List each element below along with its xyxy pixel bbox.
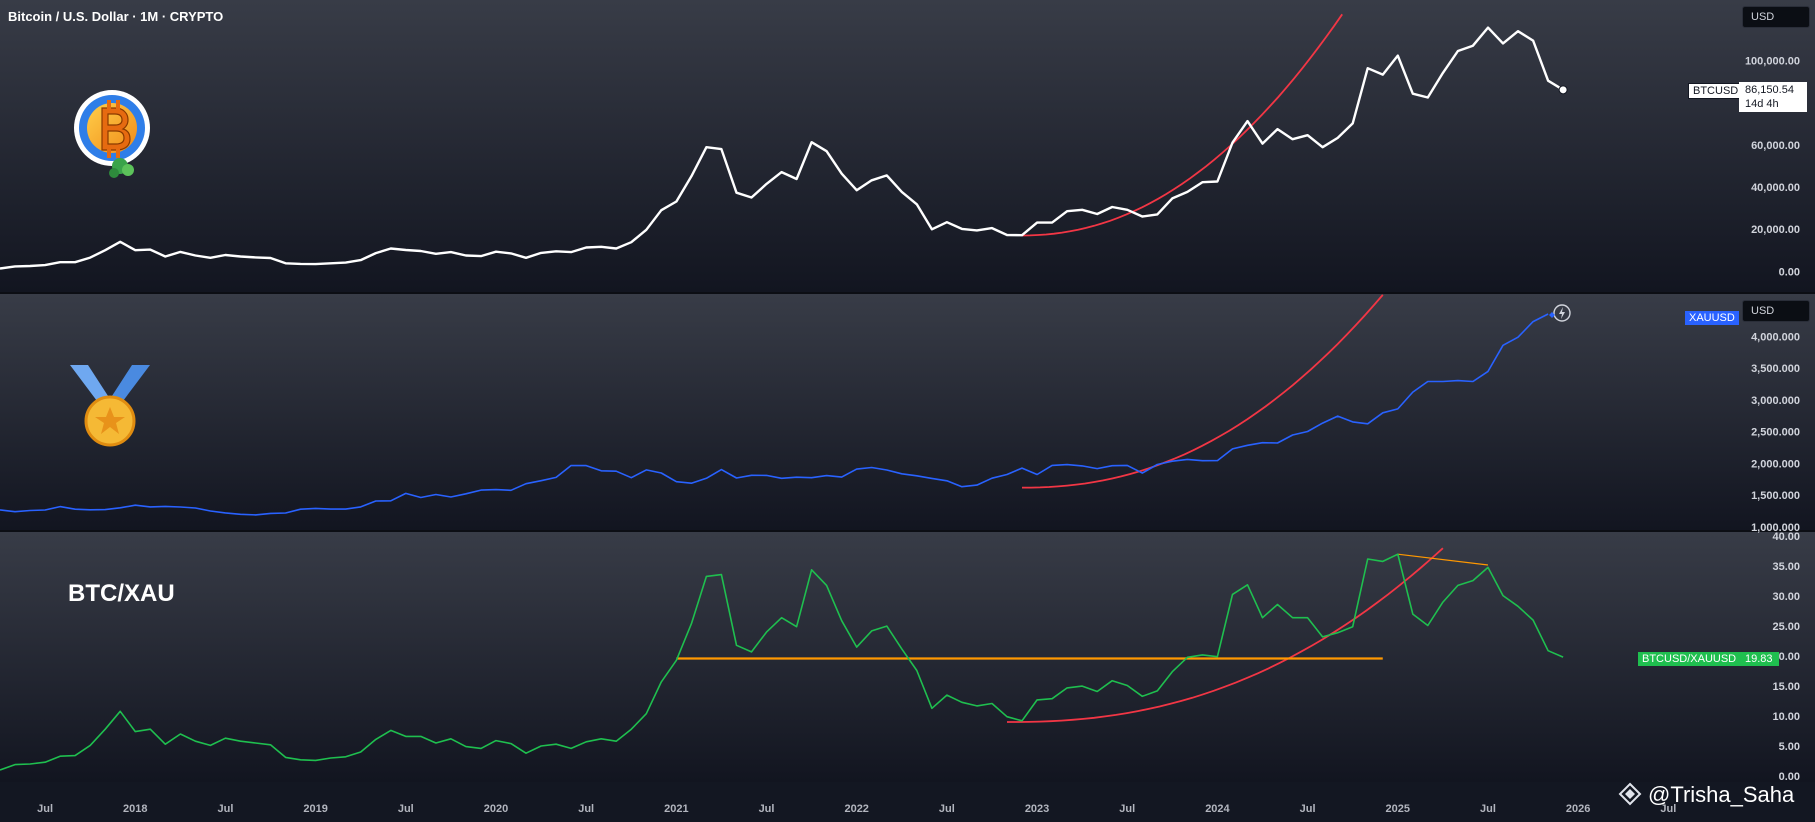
btc-symbol-tag: BTCUSD [1688,83,1744,99]
y-tick-label: 20.00 [1772,651,1800,663]
y-tick-label: 35.00 [1772,561,1800,573]
last-price-dot [1558,85,1568,95]
pane-btc [0,0,1815,292]
y-tick-label: 60,000.00 [1751,140,1800,152]
trend-curve[interactable] [1022,294,1384,489]
watermark-text: @Trisha_Saha [1648,782,1795,807]
series-line-btcusd-xauusd[interactable] [0,553,1564,771]
x-tick-label: 2018 [123,803,147,815]
y-tick-label: 1,500.000 [1751,490,1800,502]
x-tick-label: Jul [1300,803,1316,815]
x-tick-label: Jul [217,803,233,815]
y-tick-label: 40,000.00 [1751,182,1800,194]
y-tick-label: 2,000.000 [1751,458,1800,470]
y-tick-label: 10.00 [1772,711,1800,723]
x-tick-label: Jul [578,803,594,815]
y-tick-label: 3,000.000 [1751,395,1800,407]
y-tick-label: 0.00 [1779,266,1800,278]
x-tick-label: Jul [1660,803,1676,815]
xau-symbol-tag: XAUUSD [1685,311,1739,325]
pane-xau [0,294,1815,530]
y-tick-label: 5.00 [1779,741,1800,753]
x-tick-label: Jul [1119,803,1135,815]
series-line-xauusd[interactable] [0,313,1549,516]
x-tick-label: Jul [939,803,955,815]
currency-selector-middle[interactable]: USD [1742,300,1810,322]
chart-title: Bitcoin / U.S. Dollar · 1M · CRYPTO [8,9,224,24]
btc-countdown: 14d 4h [1745,98,1779,110]
x-tick-label: Jul [37,803,53,815]
x-tick-label: 2019 [303,803,327,815]
x-tick-label: 2024 [1205,803,1230,815]
btc-price-value: 86,150.54 [1745,84,1794,96]
x-tick-label: Jul [1480,803,1496,815]
trend-curve[interactable] [1007,547,1444,723]
y-tick-label: 3,500.000 [1751,363,1800,375]
x-tick-label: 2025 [1386,803,1410,815]
y-tick-label: 15.00 [1772,681,1800,693]
y-tick-label: 4,000.000 [1751,331,1800,343]
x-tick-label: 2023 [1025,803,1049,815]
y-tick-label: 2,500.000 [1751,427,1800,439]
trend-curve[interactable] [1021,13,1343,237]
ratio-value-label: 19.83 [1739,652,1779,666]
bitcoin-icon [74,90,150,178]
x-tick-label: Jul [398,803,414,815]
y-tick-label: 1,000.000 [1751,522,1800,534]
ratio-pane-label: BTC/XAU [68,580,175,607]
btc-price-label: 86,150.54 14d 4h [1739,82,1807,112]
y-tick-label: 0.00 [1779,771,1800,783]
x-tick-label: Jul [759,803,775,815]
ratio-symbol-tag: BTCUSD/XAUUSD [1638,652,1741,666]
resistance-line[interactable] [1397,553,1489,566]
y-tick-label: 25.00 [1772,621,1800,633]
x-tick-label: 2026 [1566,803,1590,815]
time-axis [0,782,1815,822]
y-tick-label: 20,000.00 [1751,224,1800,236]
series-line-btcusd[interactable] [0,26,1564,270]
lightning-icon[interactable] [1549,304,1571,322]
y-tick-label: 100,000.00 [1745,56,1800,68]
x-tick-label: 2021 [664,803,688,815]
gold-medal-icon [70,365,150,447]
watermark-logo-icon [1618,782,1642,806]
y-tick-label: 30.00 [1772,591,1800,603]
x-tick-label: 2022 [844,803,868,815]
y-tick-label: 40.00 [1772,531,1800,543]
currency-selector-top[interactable]: USD [1742,6,1810,28]
x-tick-label: 2020 [484,803,508,815]
